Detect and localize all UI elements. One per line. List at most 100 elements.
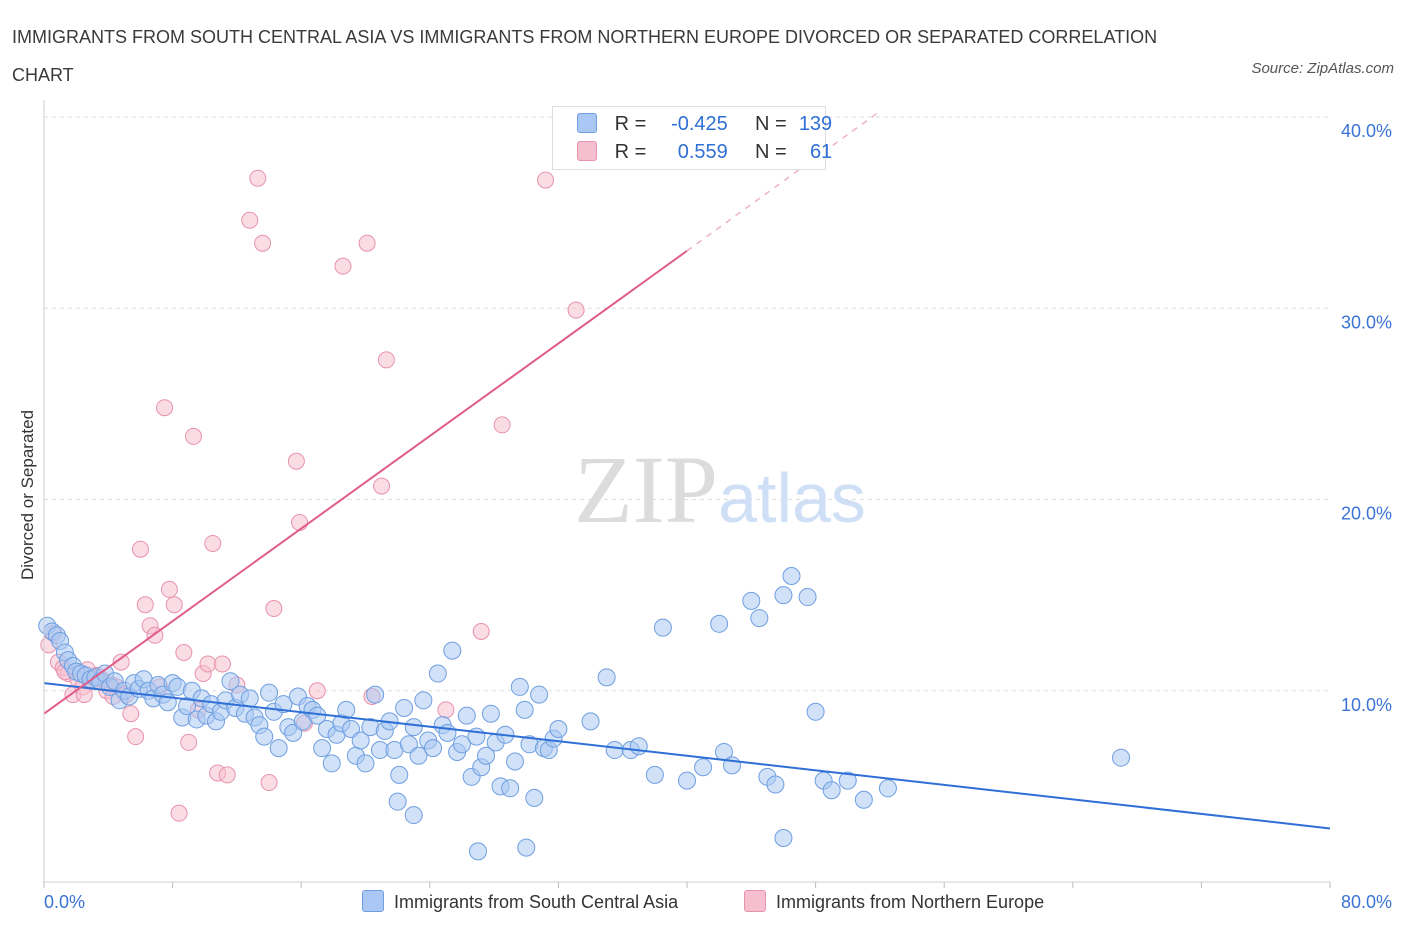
south-central-asia-point bbox=[710, 614, 729, 633]
northern-europe-point bbox=[265, 600, 283, 618]
south-central-asia-point bbox=[645, 765, 664, 784]
northern-europe-point bbox=[75, 686, 93, 704]
watermark: ZIPatlas bbox=[574, 436, 866, 543]
bottom-legend-south-central-asia: Immigrants from South Central Asia bbox=[362, 890, 678, 913]
northern-europe-point bbox=[437, 701, 455, 719]
legend-r-value: -0.425 bbox=[671, 113, 728, 135]
south-central-asia-point bbox=[356, 754, 375, 773]
northern-europe-point bbox=[377, 351, 395, 369]
watermark-atlas: atlas bbox=[718, 459, 866, 537]
axes: 10.0% 20.0% 30.0% 40.0% 0.0% 80.0% bbox=[43, 100, 1392, 912]
x-tick-label: 0.0% bbox=[44, 892, 85, 912]
northern-europe-point bbox=[184, 427, 202, 445]
northern-europe-point bbox=[287, 452, 305, 470]
south-central-asia-point bbox=[395, 698, 414, 717]
south-central-asia-point bbox=[452, 735, 471, 754]
south-central-asia-point bbox=[342, 720, 361, 738]
northern-europe-point bbox=[537, 171, 555, 189]
bottom-legend-label: Immigrants from South Central Asia bbox=[394, 892, 679, 912]
legend-n-label: N = bbox=[754, 141, 787, 163]
northern-europe-point bbox=[112, 653, 130, 671]
south-central-asia-point bbox=[481, 704, 500, 723]
south-central-asia-point bbox=[597, 668, 616, 687]
south-central-asia-point bbox=[269, 739, 288, 758]
south-central-asia-point bbox=[549, 720, 568, 738]
northern-europe-point bbox=[156, 399, 174, 417]
south-central-asia-point bbox=[822, 781, 841, 800]
south-central-asia-point bbox=[774, 586, 793, 605]
northern-europe-point bbox=[175, 644, 193, 661]
south-central-asia-point bbox=[313, 739, 332, 758]
northern-europe-point bbox=[127, 728, 145, 746]
legend-swatch-blue bbox=[577, 113, 597, 133]
south-central-asia-point bbox=[878, 779, 897, 798]
south-central-asia-point bbox=[260, 683, 279, 702]
south-central-asia-point bbox=[366, 685, 385, 704]
south-central-asia-point bbox=[428, 664, 447, 683]
legend-n-value: 61 bbox=[809, 141, 833, 163]
south-central-asia-point bbox=[1112, 748, 1131, 767]
south-central-asia-point bbox=[838, 771, 857, 790]
south-central-asia-point bbox=[501, 779, 520, 798]
northern-europe-point bbox=[249, 169, 267, 187]
south-central-asia-point bbox=[678, 771, 696, 790]
y-tick-label: 30.0% bbox=[1341, 312, 1392, 332]
south-central-asia-point bbox=[240, 689, 259, 708]
bottom-legend-label: Immigrants from Northern Europe bbox=[776, 892, 1045, 912]
northern-europe-point bbox=[213, 655, 231, 673]
watermark-zip: ZIP bbox=[574, 436, 718, 543]
bottom-legend-swatch-blue bbox=[362, 890, 384, 912]
northern-europe-point bbox=[160, 580, 178, 598]
northern-europe-point bbox=[472, 622, 490, 640]
northern-europe-point bbox=[136, 596, 154, 614]
northern-europe-point bbox=[218, 766, 236, 784]
northern-europe-point bbox=[122, 705, 140, 723]
legend-r-label: R = bbox=[614, 113, 647, 135]
south-central-asia-point bbox=[390, 765, 409, 784]
northern-europe-point bbox=[567, 301, 585, 319]
south-central-asia-point bbox=[782, 567, 801, 585]
south-central-asia-point bbox=[854, 790, 873, 809]
south-central-asia-point bbox=[774, 829, 793, 848]
y-tick-label: 40.0% bbox=[1341, 121, 1392, 141]
south-central-asia-point bbox=[629, 737, 648, 756]
south-central-asia-point bbox=[469, 842, 488, 861]
south-central-asia-point bbox=[274, 695, 293, 714]
northern-europe-point bbox=[241, 211, 259, 229]
south-central-asia-point bbox=[530, 685, 549, 704]
northern-europe-point bbox=[199, 655, 217, 673]
south-central-asia-point bbox=[525, 788, 544, 807]
south-central-asia-point bbox=[605, 741, 624, 760]
south-central-asia-point bbox=[798, 588, 817, 607]
south-central-asia-point bbox=[438, 723, 457, 742]
south-central-asia-point bbox=[284, 723, 303, 742]
south-central-asia-point bbox=[742, 591, 761, 610]
northern-europe-point bbox=[373, 477, 391, 495]
northern-europe-point bbox=[358, 234, 376, 252]
south-central-asia-point bbox=[404, 718, 423, 737]
y-tick-label: 10.0% bbox=[1341, 695, 1392, 715]
gridlines bbox=[44, 116, 1330, 692]
south-central-asia-point bbox=[581, 712, 600, 731]
bottom-legend-swatch-pink bbox=[744, 890, 766, 912]
northern-europe-trend-extension bbox=[686, 110, 881, 252]
trend-lines bbox=[43, 110, 1331, 830]
legend-row-south-central-asia: R = -0.425 N = 139 bbox=[577, 113, 832, 137]
y-tick-label: 20.0% bbox=[1341, 504, 1392, 524]
south-central-asia-points bbox=[38, 567, 1131, 861]
south-central-asia-point bbox=[255, 727, 274, 746]
northern-europe-point bbox=[260, 774, 278, 792]
south-central-asia-point bbox=[750, 609, 769, 628]
northern-europe-trend-line bbox=[43, 250, 688, 715]
northern-europe-point bbox=[493, 416, 511, 434]
correlation-legend: R = -0.425 N = 139 R = 0.559 N = 61 bbox=[552, 106, 832, 170]
northern-europe-point bbox=[204, 534, 222, 552]
south-central-asia-point bbox=[694, 758, 713, 777]
south-central-asia-point bbox=[404, 806, 423, 825]
south-central-asia-point bbox=[517, 838, 536, 857]
south-central-asia-point bbox=[515, 700, 534, 719]
south-central-asia-point bbox=[806, 702, 825, 721]
south-central-asia-point bbox=[457, 706, 476, 725]
northern-europe-point bbox=[180, 733, 198, 751]
